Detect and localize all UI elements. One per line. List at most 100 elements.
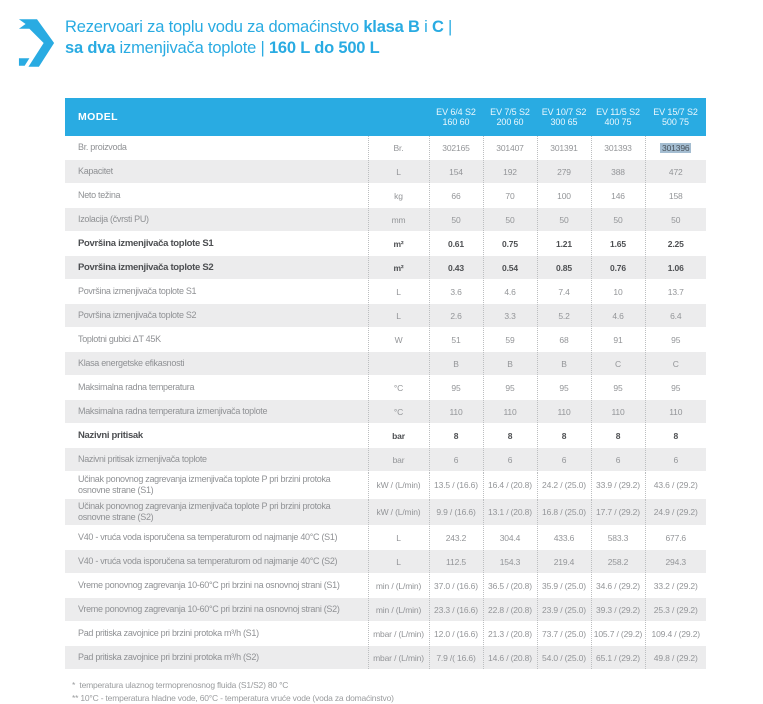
footnote-2: ** 10°C - temperatura hladne vode, 60°C … xyxy=(72,692,763,704)
cell-value: 25.3 / (29.2) xyxy=(645,598,706,622)
cell-value: 33.9 / (29.2) xyxy=(591,472,645,499)
cell-value: 14.6 / (20.8) xyxy=(483,646,537,670)
row-unit: L xyxy=(368,160,429,184)
cell-value: 112.5 xyxy=(429,550,483,574)
cell-value: 301393 xyxy=(591,136,645,160)
row-unit: mm xyxy=(368,208,429,232)
cell-value: 8 xyxy=(537,424,591,448)
cell-value: 91 xyxy=(591,328,645,352)
cell-value: 677.6 xyxy=(645,526,706,550)
row-unit: L xyxy=(368,280,429,304)
cell-value: 3.3 xyxy=(483,304,537,328)
cell-value: 472 xyxy=(645,160,706,184)
cell-value: C xyxy=(645,352,706,376)
row-label: Učinak ponovnog zagrevanja izmenjivača t… xyxy=(65,472,368,499)
row-label: Neto težina xyxy=(65,184,368,208)
cell-value: 70 xyxy=(483,184,537,208)
row-unit: m² xyxy=(368,232,429,256)
cell-value: 301391 xyxy=(537,136,591,160)
table-row: V40 - vruća voda isporučena sa temperatu… xyxy=(65,550,706,574)
cell-value: 95 xyxy=(429,376,483,400)
cell-value: 95 xyxy=(645,328,706,352)
cell-value: 2.6 xyxy=(429,304,483,328)
cell-value: 3.6 xyxy=(429,280,483,304)
cell-value: C xyxy=(591,352,645,376)
row-label: Br. proizvoda xyxy=(65,136,368,160)
table-header-unit-spacer xyxy=(368,98,429,136)
cell-value: 110 xyxy=(645,400,706,424)
cell-value: 17.7 / (29.2) xyxy=(591,499,645,526)
row-label: Klasa energetske efikasnosti xyxy=(65,352,368,376)
row-label: Nazivni pritisak xyxy=(65,424,368,448)
row-label: Maksimalna radna temperatura izmenjivača… xyxy=(65,400,368,424)
cell-value: 7.4 xyxy=(537,280,591,304)
cell-value: 154 xyxy=(429,160,483,184)
row-label: Površina izmenjivača toplote S2 xyxy=(65,256,368,280)
table-row: Učinak ponovnog zagrevanja izmenjivača t… xyxy=(65,472,706,499)
row-label: V40 - vruća voda isporučena sa temperatu… xyxy=(65,550,368,574)
cell-value: 258.2 xyxy=(591,550,645,574)
cell-value: 6 xyxy=(483,448,537,472)
cell-value: 110 xyxy=(537,400,591,424)
row-unit: °C xyxy=(368,400,429,424)
cell-value: 1.65 xyxy=(591,232,645,256)
row-unit: W xyxy=(368,328,429,352)
cell-value: 95 xyxy=(537,376,591,400)
row-unit xyxy=(368,352,429,376)
table-row: Učinak ponovnog zagrevanja izmenjivača t… xyxy=(65,499,706,526)
cell-value: 302165 xyxy=(429,136,483,160)
row-unit: m² xyxy=(368,256,429,280)
row-label: Vreme ponovnog zagrevanja 10-60°C pri br… xyxy=(65,598,368,622)
row-unit: L xyxy=(368,550,429,574)
cell-value: 24.9 / (29.2) xyxy=(645,499,706,526)
cell-value: 13.5 / (16.6) xyxy=(429,472,483,499)
row-label: Površina izmenjivača toplote S1 xyxy=(65,280,368,304)
cell-value: 294.3 xyxy=(645,550,706,574)
cell-value: 100 xyxy=(537,184,591,208)
cell-value: 301407 xyxy=(483,136,537,160)
title-block: Rezervoari za toplu vodu za domaćinstvo … xyxy=(0,0,763,67)
row-label: Pad pritiska zavojnice pri brzini protok… xyxy=(65,646,368,670)
table-header-model: MODEL xyxy=(65,98,368,136)
row-unit: kW / (L/min) xyxy=(368,499,429,526)
cell-value: 39.3 / (29.2) xyxy=(591,598,645,622)
cell-value: 433.6 xyxy=(537,526,591,550)
cell-value: 146 xyxy=(591,184,645,208)
cell-value: 0.85 xyxy=(537,256,591,280)
page-title-line1: Rezervoari za toplu vodu za domaćinstvo … xyxy=(65,17,452,38)
cell-value: 5.2 xyxy=(537,304,591,328)
selected-cell-value: 301396 xyxy=(660,143,691,153)
cell-value: 1.21 xyxy=(537,232,591,256)
cell-value: 8 xyxy=(483,424,537,448)
row-unit: °C xyxy=(368,376,429,400)
cell-value: 583.3 xyxy=(591,526,645,550)
row-label: Kapacitet xyxy=(65,160,368,184)
cell-value: 65.1 / (29.2) xyxy=(591,646,645,670)
row-unit: min / (L/min) xyxy=(368,574,429,598)
cell-value: 0.54 xyxy=(483,256,537,280)
row-label: Površina izmenjivača toplote S1 xyxy=(65,232,368,256)
cell-value: 50 xyxy=(483,208,537,232)
row-unit: mbar / (L/min) xyxy=(368,646,429,670)
cell-value: 33.2 / (29.2) xyxy=(645,574,706,598)
cell-value: 4.6 xyxy=(483,280,537,304)
cell-value: 8 xyxy=(645,424,706,448)
footnote-1: * temperatura ulaznog termoprenosnog flu… xyxy=(72,679,763,692)
cell-value: 22.8 / (20.8) xyxy=(483,598,537,622)
cell-value: 8 xyxy=(429,424,483,448)
cell-value: 36.5 / (20.8) xyxy=(483,574,537,598)
page-title: Rezervoari za toplu vodu za domaćinstvo … xyxy=(65,17,452,59)
row-unit: min / (L/min) xyxy=(368,598,429,622)
cell-value: 8 xyxy=(591,424,645,448)
table-row: Vreme ponovnog zagrevanja 10-60°C pri br… xyxy=(65,598,706,622)
row-label: Pad pritiska zavojnice pri brzini protok… xyxy=(65,622,368,646)
cell-value: 304.4 xyxy=(483,526,537,550)
